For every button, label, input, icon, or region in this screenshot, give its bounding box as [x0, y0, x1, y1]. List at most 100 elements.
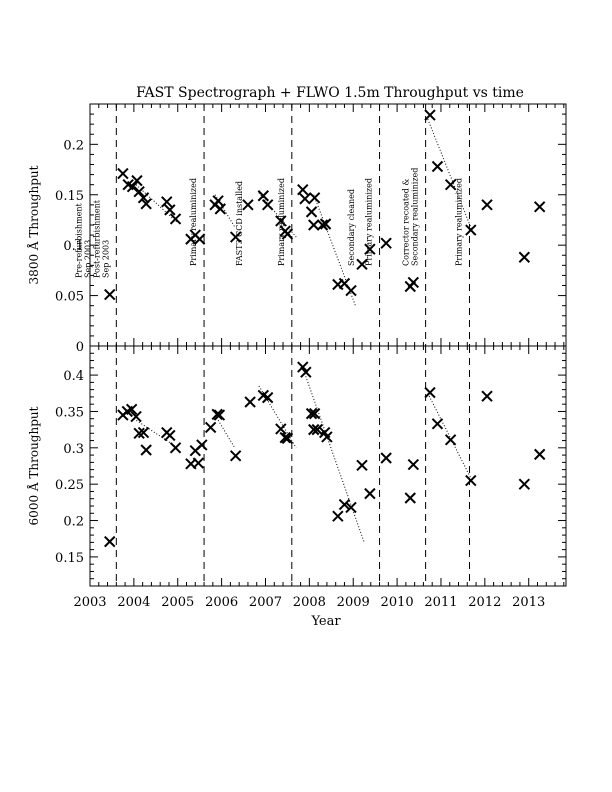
trend-line: [214, 414, 236, 449]
data-point-stroke: [380, 452, 392, 464]
data-point: [164, 429, 176, 442]
event-label: Primary realuminized: [189, 178, 198, 266]
x-tick-label: 2010: [381, 595, 414, 610]
data-point: [407, 458, 420, 471]
data-point-stroke: [140, 444, 152, 456]
event-label: Primary realuminized: [454, 178, 463, 266]
event-label: Sep 2003: [101, 240, 110, 278]
data-point-stroke: [185, 458, 197, 470]
data-point-stroke: [444, 434, 457, 446]
trend-line: [302, 367, 365, 543]
y-tick-label: 0.2: [63, 515, 84, 530]
data-point: [431, 418, 444, 430]
data-point-stroke: [161, 196, 173, 208]
data-point-stroke: [229, 450, 242, 462]
data-point-stroke: [261, 199, 274, 211]
data-point-stroke: [300, 366, 312, 378]
data-point-stroke: [431, 418, 444, 430]
data-point-stroke: [261, 391, 274, 404]
data-point-stroke: [275, 215, 287, 227]
event-label: Post-refurbishment: [92, 199, 101, 278]
plot-frame: [89, 345, 567, 587]
data-point-stroke: [137, 192, 150, 204]
data-point: [431, 160, 444, 173]
data-point-stroke: [133, 186, 145, 198]
x-tick-label: 2003: [73, 595, 106, 610]
y-tick-label: 0.3: [63, 442, 84, 457]
data-point: [257, 190, 269, 202]
top-panel: 0 0.05 0.1 0.15 0.2 3800 Å Throughput: [26, 103, 567, 355]
data-point-stroke: [229, 231, 242, 243]
data-point-stroke: [533, 201, 546, 213]
data-point: [211, 408, 223, 421]
data-point-stroke: [305, 407, 318, 420]
y-tick-label: 0.4: [63, 369, 84, 384]
data-point: [299, 193, 311, 205]
data-point: [133, 427, 145, 439]
event-label: Secondary realuminized: [411, 168, 420, 266]
data-point-stroke: [214, 203, 227, 215]
data-point: [169, 442, 182, 454]
data-point: [300, 366, 312, 378]
data-point-stroke: [518, 478, 531, 490]
data-point: [204, 421, 217, 434]
data-point-stroke: [244, 396, 256, 408]
data-point-stroke: [305, 206, 318, 218]
data-point-stroke: [308, 219, 320, 231]
data-point-stroke: [465, 474, 477, 487]
data-point: [196, 439, 208, 451]
data-point: [192, 457, 205, 469]
data-point-stroke: [192, 457, 205, 469]
data-point-stroke: [299, 193, 311, 205]
data-point-stroke: [345, 501, 357, 514]
data-point: [444, 178, 457, 191]
data-point-stroke: [169, 213, 182, 225]
event-label: Corrector recoated &: [402, 178, 411, 266]
bottom-panel: 0.15 0.2 0.25 0.3 0.35 0.4 6000 Å Throughput: [26, 345, 567, 587]
data-point: [424, 109, 436, 121]
data-point: [140, 444, 152, 456]
trend-line: [133, 182, 179, 224]
data-point-stroke: [279, 431, 291, 444]
trend-line: [427, 118, 475, 236]
data-point: [242, 199, 254, 211]
data-point: [305, 206, 318, 218]
data-point-stroke: [481, 390, 493, 402]
data-point-stroke: [137, 426, 150, 439]
data-point-stroke: [319, 218, 332, 230]
annotation-label: FAST3 CCD installed: [235, 181, 244, 266]
data-point: [133, 186, 145, 198]
data-point-stroke: [117, 167, 129, 180]
data-point-stroke: [131, 174, 143, 187]
data-point: [380, 452, 392, 464]
data-point: [321, 431, 333, 443]
x-axis-label: Year: [310, 614, 341, 629]
data-point: [214, 203, 227, 215]
y-axis-label: 6000 Å Throughput: [26, 406, 41, 525]
data-point-stroke: [364, 487, 376, 500]
data-point: [518, 251, 531, 263]
data-point: [407, 276, 420, 289]
data-point-stroke: [404, 492, 416, 504]
y-tick-label: 0: [76, 340, 84, 355]
data-point: [213, 409, 226, 421]
data-point: [275, 215, 287, 227]
data-point-stroke: [407, 276, 420, 289]
data-point: [465, 224, 477, 236]
x-tick-label: 2011: [424, 595, 457, 610]
data-point-stroke: [424, 386, 436, 399]
data-point: [465, 474, 477, 487]
data-point-stroke: [518, 251, 531, 263]
data-point: [444, 434, 457, 446]
data-point-stroke: [481, 199, 493, 211]
data-point-stroke: [196, 439, 208, 451]
event-label: Pre-refurbishment: [74, 202, 83, 278]
data-point-stroke: [130, 410, 142, 423]
data-point: [533, 201, 546, 213]
y-tick-label: 0.1: [63, 239, 84, 254]
data-point-stroke: [104, 288, 116, 301]
data-point: [380, 237, 392, 249]
y-tick-label: 0.25: [55, 478, 84, 493]
